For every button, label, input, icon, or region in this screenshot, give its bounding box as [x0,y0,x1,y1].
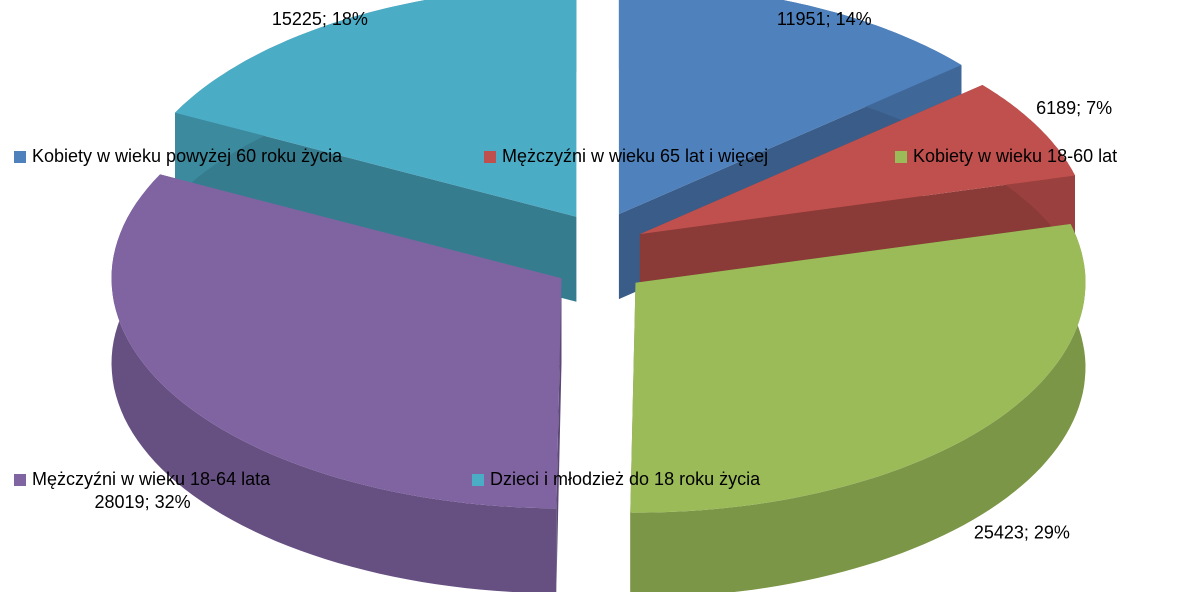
data-label: 28019; 32% [95,492,191,512]
slice-wall [630,224,1086,592]
slice-side [175,112,577,302]
data-label: 15225; 18% [272,9,368,29]
legend-label: Mężczyźni w wieku 18-64 lata [32,469,271,489]
legend-label: Mężczyźni w wieku 65 lat i więcej [502,146,768,166]
legend-label: Kobiety w wieku 18-60 lat [913,146,1117,166]
slice [175,0,577,217]
legend-label: Dzieci i młodzież do 18 roku życia [490,469,761,489]
legend-swatch [895,151,907,163]
slice [630,224,1086,513]
slice [111,174,562,509]
legend-swatch [14,474,26,486]
data-label: 25423; 29% [974,522,1070,542]
legend-label: Kobiety w wieku powyżej 60 roku życia [32,146,343,166]
data-label: 11951; 14% [777,9,872,29]
legend-swatch [484,151,496,163]
slice [618,0,962,215]
slice [639,85,1075,235]
slice-wall [111,174,557,592]
legend-swatch [14,151,26,163]
data-label: 6189; 7% [1036,98,1112,118]
legend-swatch [472,474,484,486]
